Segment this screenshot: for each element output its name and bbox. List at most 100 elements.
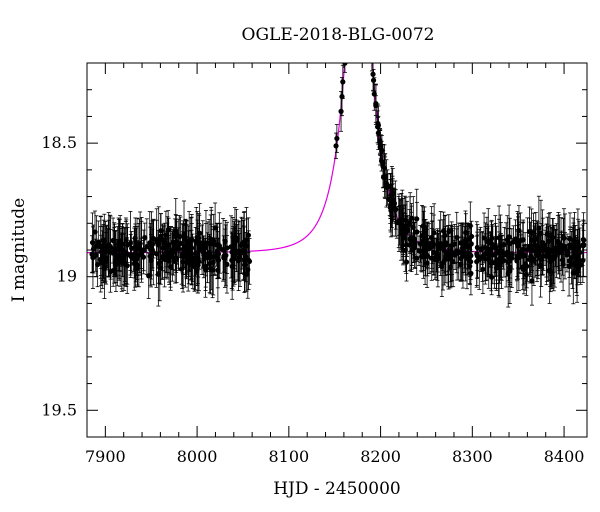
data-point: [530, 229, 537, 236]
data-point: [486, 255, 492, 261]
data-point: [402, 223, 408, 229]
data-point: [333, 143, 339, 149]
data-point: [175, 246, 182, 252]
x-tick-label: 8300: [452, 447, 493, 466]
data-point: [578, 262, 584, 268]
data-point: [429, 243, 435, 250]
data-point: [144, 244, 150, 250]
data-point: [170, 247, 176, 253]
data-point: [533, 236, 539, 242]
data-point: [338, 108, 344, 114]
data-point: [111, 250, 117, 257]
x-tick-label: 8100: [268, 447, 309, 466]
data-points: [89, 4, 587, 308]
data-point: [189, 255, 196, 261]
data-point: [89, 239, 96, 246]
x-tick-label: 8000: [177, 447, 218, 466]
data-point: [345, 4, 350, 9]
data-point: [437, 245, 443, 251]
data-point: [535, 251, 541, 257]
data-point: [131, 252, 137, 258]
data-point: [243, 254, 249, 260]
data-point: [229, 263, 235, 269]
data-point: [397, 219, 403, 225]
data-point: [125, 242, 131, 248]
data-point: [343, 44, 348, 49]
data-point: [424, 241, 431, 247]
data-point: [95, 239, 101, 245]
data-point: [459, 249, 465, 255]
data-point: [102, 259, 108, 265]
data-point: [573, 270, 579, 276]
data-point: [194, 267, 200, 274]
data-point: [172, 232, 178, 239]
data-point: [442, 242, 448, 248]
data-point: [561, 235, 567, 241]
data-point: [373, 101, 379, 107]
data-point: [189, 245, 195, 251]
data-point: [499, 255, 505, 261]
data-point: [474, 259, 480, 265]
data-point: [419, 233, 425, 239]
data-point: [403, 230, 409, 236]
data-point: [474, 244, 480, 251]
data-point: [177, 240, 184, 247]
data-point: [124, 263, 130, 269]
y-tick-label: 19.5: [41, 400, 77, 419]
data-point: [570, 242, 576, 248]
data-point: [411, 242, 418, 248]
data-point: [162, 256, 168, 263]
data-point: [150, 249, 156, 256]
data-point: [110, 237, 116, 244]
data-point: [480, 266, 486, 272]
data-point: [115, 241, 122, 247]
data-point: [382, 173, 388, 179]
data-point: [403, 259, 410, 265]
data-point: [110, 268, 116, 274]
x-axis-label: HJD - 2450000: [273, 479, 401, 499]
data-point: [370, 77, 377, 83]
data-point: [416, 248, 422, 254]
data-point: [547, 255, 553, 261]
data-point: [137, 240, 143, 247]
data-point: [383, 180, 389, 186]
data-point: [529, 278, 535, 284]
data-point: [154, 239, 160, 245]
data-point: [465, 256, 471, 263]
data-point: [526, 229, 533, 235]
data-point: [514, 258, 520, 264]
data-point: [369, 45, 374, 50]
data-point: [528, 237, 535, 243]
data-point: [460, 253, 466, 259]
plot-area: [87, 4, 587, 308]
data-point: [202, 250, 208, 257]
data-point: [506, 258, 513, 265]
data-point: [236, 254, 243, 260]
data-point: [235, 248, 242, 255]
data-point: [179, 252, 185, 258]
data-point: [246, 258, 253, 264]
data-point: [180, 246, 186, 252]
data-point: [157, 265, 163, 271]
data-point: [199, 247, 205, 253]
data-point: [121, 256, 127, 262]
data-point: [170, 239, 176, 245]
data-point: [164, 244, 170, 250]
data-point: [239, 241, 245, 247]
data-point: [173, 228, 179, 234]
data-point: [215, 257, 221, 263]
data-point: [142, 234, 148, 241]
data-point: [539, 239, 546, 246]
data-point: [98, 256, 104, 262]
data-point: [149, 241, 156, 248]
data-point: [550, 248, 556, 254]
data-point: [552, 253, 558, 259]
data-point: [564, 252, 570, 258]
data-point: [431, 230, 437, 236]
data-point: [89, 251, 95, 257]
data-point: [221, 253, 227, 259]
data-point: [580, 242, 586, 248]
y-tick-label: 19: [57, 267, 77, 286]
data-point: [493, 265, 500, 271]
